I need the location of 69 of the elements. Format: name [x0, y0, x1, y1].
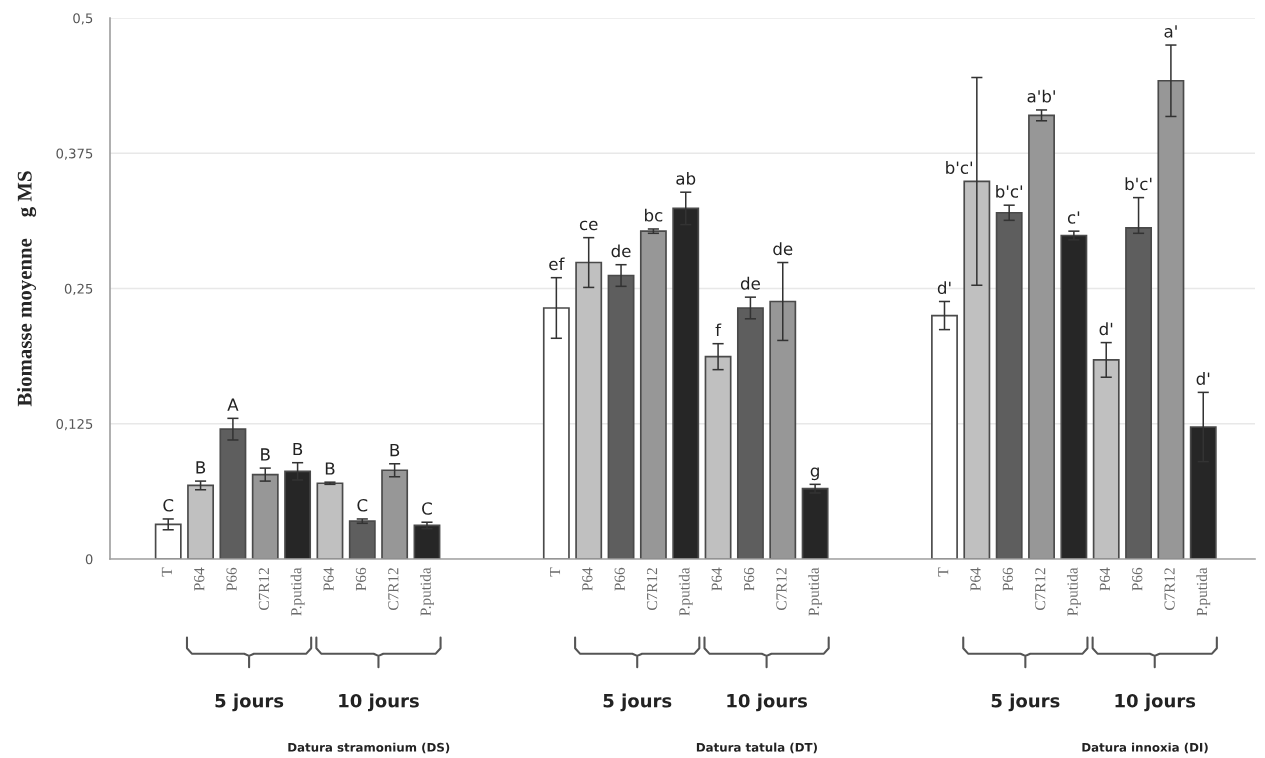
- data-label: bc: [645, 208, 663, 222]
- x-tick-label: P64: [582, 567, 593, 591]
- data-label: g: [810, 467, 819, 481]
- x-tick-label: P.putida: [678, 567, 693, 616]
- x-tick-label: C7R12: [1035, 568, 1046, 610]
- data-label: C: [422, 502, 432, 515]
- y-tick-label: 0,25: [64, 283, 93, 296]
- x-tick-label: P.putida: [1066, 567, 1081, 616]
- x-tick-label: P66: [226, 567, 237, 591]
- y-tick-label: 0,125: [56, 418, 93, 431]
- data-label: B: [261, 448, 270, 461]
- data-label: B: [325, 462, 335, 475]
- data-label: a'b': [1027, 89, 1055, 103]
- text: Datura innoxia (DI): [1082, 742, 1208, 754]
- x-tick-label: P64: [970, 567, 981, 591]
- data-label: C: [357, 498, 368, 512]
- x-tick-label: P64: [323, 567, 334, 591]
- data-label: f: [715, 323, 722, 337]
- data-label: C: [163, 498, 174, 512]
- x-tick-label: T: [161, 567, 172, 577]
- text: 5 jours: [215, 693, 284, 712]
- text: 10 jours: [339, 693, 419, 712]
- x-tick-label: P64: [711, 567, 722, 591]
- x-tick-label: C7R12: [1164, 568, 1175, 610]
- data-label: ce: [579, 220, 598, 231]
- data-label: B: [390, 444, 400, 457]
- x-tick-label: P66: [743, 567, 755, 591]
- x-tick-label: P64: [194, 567, 205, 591]
- data-label: de: [773, 242, 793, 256]
- data-label: b'c': [946, 161, 973, 174]
- x-tick-label: P.putida: [808, 567, 823, 616]
- text: 5 jours: [991, 693, 1060, 712]
- x-tick-label: P66: [1002, 567, 1014, 591]
- data-label: c': [1067, 211, 1080, 224]
- x-tick-label: C7R12: [646, 568, 658, 610]
- data-label: A: [227, 398, 239, 411]
- data-label: d': [1196, 372, 1210, 385]
- data-label: a': [1164, 25, 1177, 38]
- text: 10 jours: [727, 693, 807, 712]
- x-tick-label: P.putida: [420, 567, 434, 616]
- x-tick-label: T: [938, 567, 949, 577]
- y-tick-label: 0: [85, 554, 93, 565]
- data-label: ab: [676, 171, 696, 185]
- data-label: d': [937, 281, 951, 295]
- data-label: B: [196, 461, 206, 474]
- y-tick-label: 0,5: [73, 13, 93, 25]
- x-tick-label: T: [550, 567, 561, 577]
- text: Datura stramonium (DS): [288, 742, 450, 754]
- x-tick-label: C7R12: [776, 568, 787, 610]
- x-tick-label: P66: [614, 567, 625, 591]
- x-tick-label: P66: [1132, 567, 1143, 591]
- data-label: ef: [549, 257, 565, 271]
- y-tick-label: 0,375: [56, 148, 93, 160]
- text: Datura tatula (DT): [696, 742, 817, 754]
- data-label: B: [293, 442, 303, 456]
- text: 5 jours: [603, 693, 672, 712]
- data-label: b'c': [1125, 177, 1152, 191]
- y-axis-title: Biomasse moyenne g MS: [17, 171, 37, 407]
- x-tick-label: P64: [1099, 567, 1111, 591]
- x-tick-label: P.putida: [290, 567, 305, 616]
- data-label: de: [611, 244, 631, 258]
- x-tick-label: P66: [355, 567, 367, 591]
- x-tick-label: C7R12: [258, 568, 270, 610]
- data-label: d': [1099, 322, 1113, 336]
- data-label: de: [740, 276, 760, 290]
- x-tick-label: P.putida: [1196, 567, 1211, 616]
- data-label: b'c': [996, 184, 1023, 198]
- text: 10 jours: [1115, 693, 1196, 712]
- x-tick-label: C7R12: [388, 568, 399, 610]
